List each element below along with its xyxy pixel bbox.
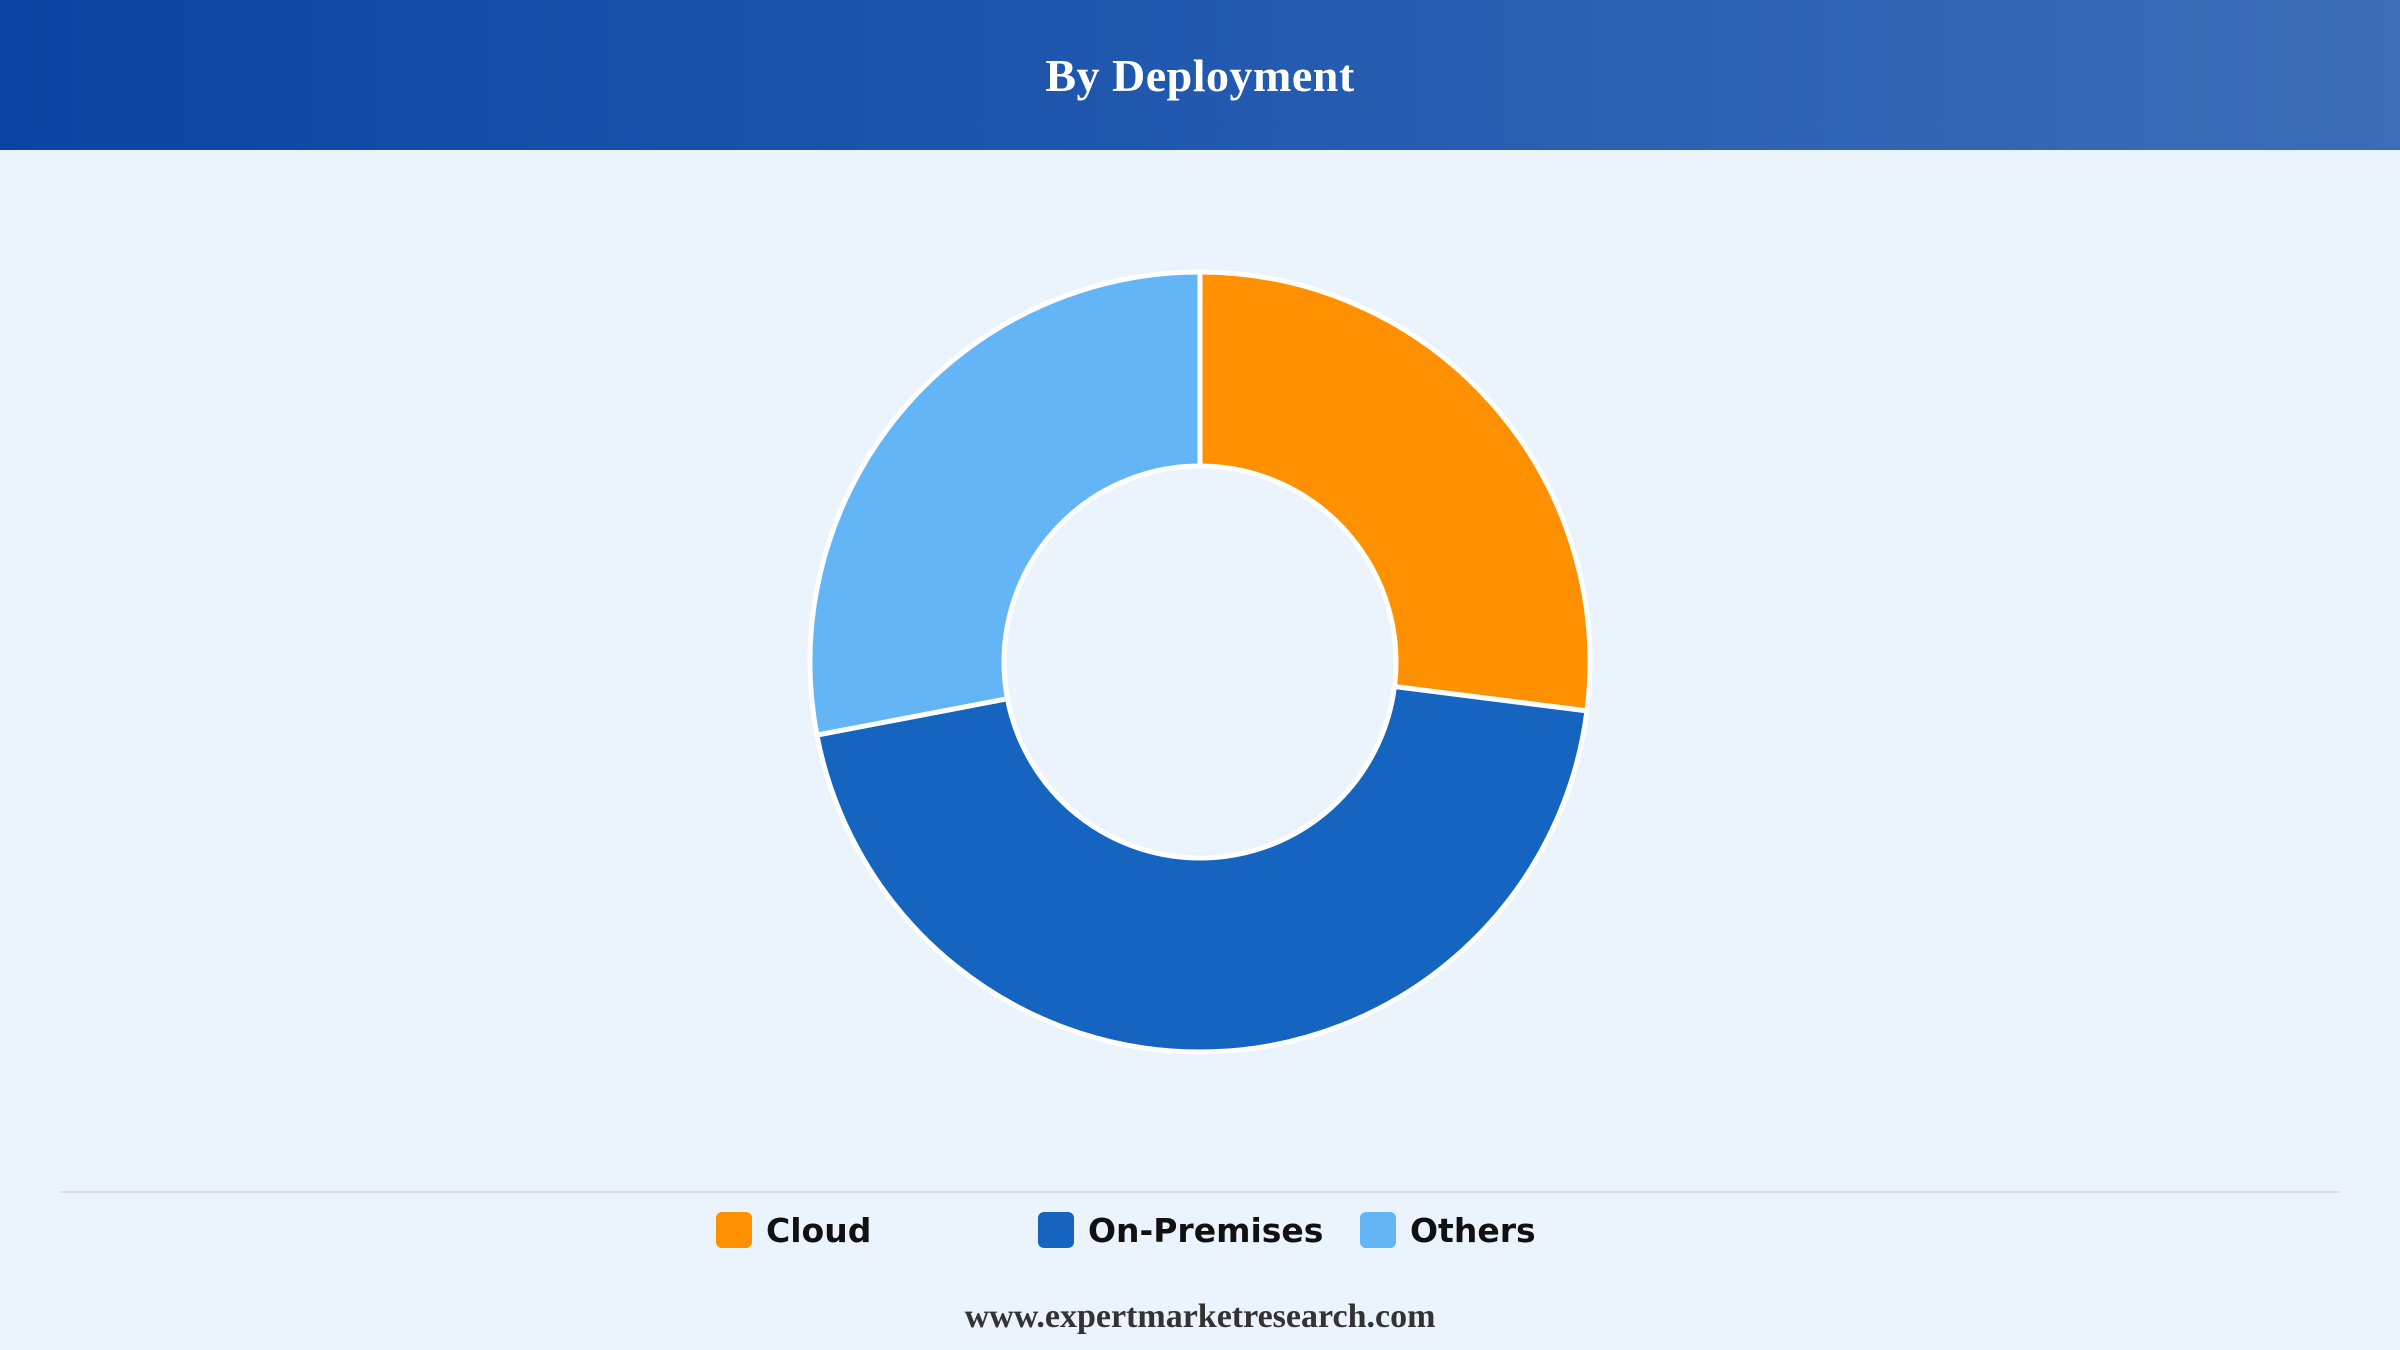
legend-swatch-others <box>1360 1212 1396 1248</box>
chart-title: By Deployment <box>1045 49 1355 101</box>
legend-item-others[interactable]: Others <box>1360 1210 1536 1250</box>
source-url: www.expertmarketresearch.com <box>964 1298 1436 1335</box>
legend-swatch-cloud <box>716 1212 752 1248</box>
legend-label-others: Others <box>1410 1210 1536 1250</box>
donut-slice-cloud[interactable] <box>1197 269 1593 714</box>
header-banner: By Deployment <box>0 0 2400 150</box>
legend-label-on-premises: On-Premises <box>1088 1210 1324 1250</box>
legend-swatch-on-premises <box>1038 1212 1074 1248</box>
donut-slice-others[interactable] <box>807 269 1203 738</box>
legend-divider <box>60 1191 2340 1193</box>
legend-item-cloud[interactable]: Cloud <box>716 1210 871 1250</box>
donut-chart <box>807 269 1593 1055</box>
legend: Cloud On-Premises Others <box>0 1210 2400 1250</box>
legend-label-cloud: Cloud <box>766 1210 872 1250</box>
legend-item-on-premises[interactable]: On-Premises <box>1038 1210 1323 1250</box>
donut-slice-on-premises[interactable] <box>814 684 1590 1055</box>
